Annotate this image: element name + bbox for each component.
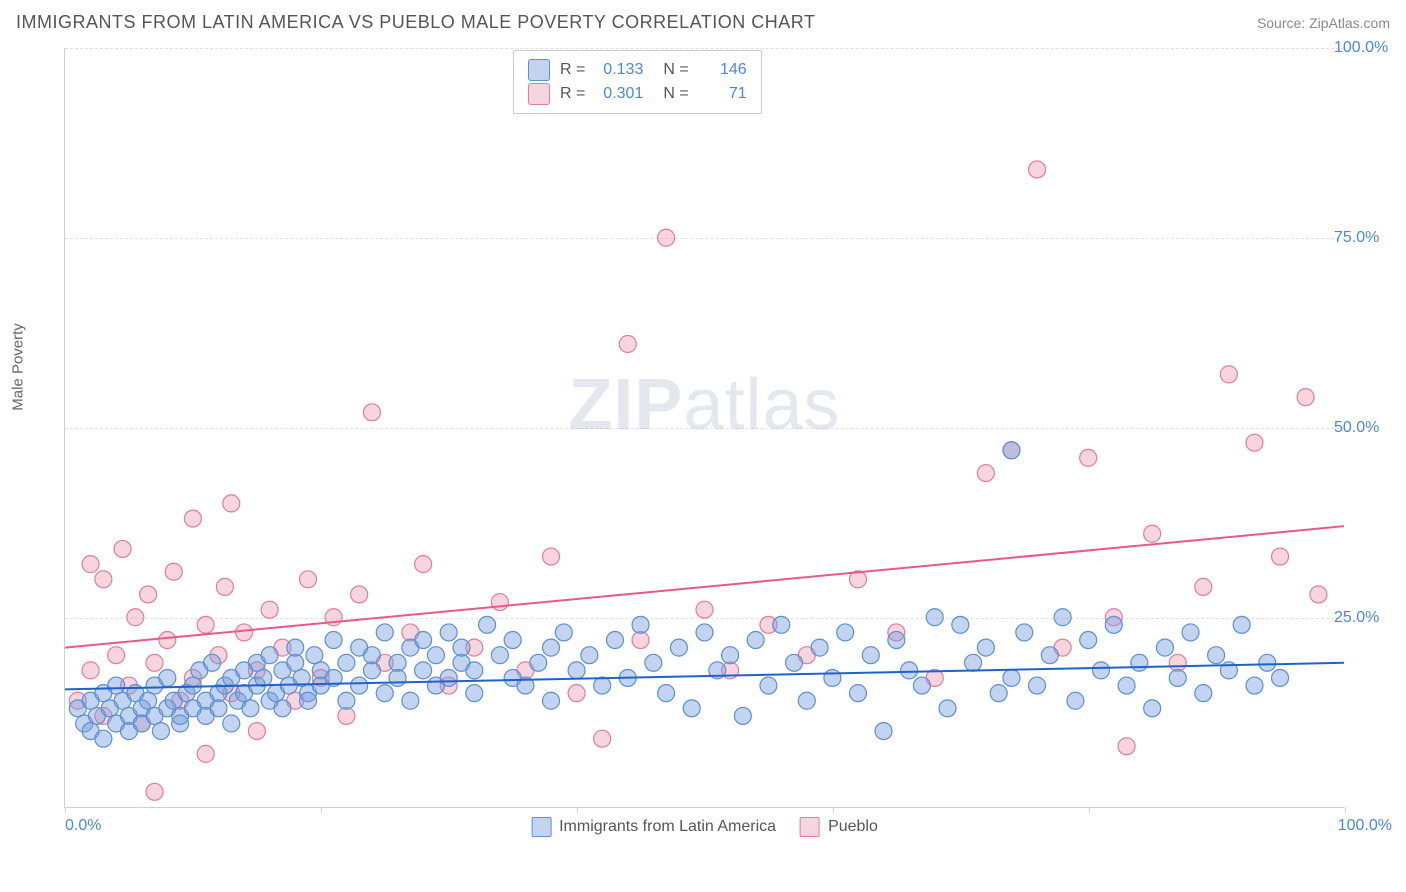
series-legend: Immigrants from Latin America Pueblo bbox=[531, 817, 878, 837]
legend-r-value-b: 0.301 bbox=[595, 85, 643, 103]
series-legend-item-a: Immigrants from Latin America bbox=[531, 817, 776, 837]
trendlines-layer bbox=[65, 48, 1344, 807]
series-swatch-a bbox=[531, 817, 551, 837]
legend-n-label: N = bbox=[663, 85, 688, 103]
x-tick-mark bbox=[833, 807, 834, 813]
legend-r-value-a: 0.133 bbox=[595, 61, 643, 79]
trendline-b bbox=[65, 526, 1344, 647]
x-tick-mark bbox=[65, 807, 66, 813]
legend-n-value-b: 71 bbox=[699, 85, 747, 103]
legend-swatch-b bbox=[528, 83, 550, 105]
x-tick-label-min: 0.0% bbox=[65, 817, 101, 835]
x-tick-mark bbox=[1345, 807, 1346, 813]
source-label: Source: bbox=[1257, 15, 1305, 31]
series-legend-item-b: Pueblo bbox=[800, 817, 878, 837]
chart-container: Male Poverty ZIPatlas 25.0%50.0%75.0%100… bbox=[48, 48, 1388, 844]
legend-n-value-a: 146 bbox=[699, 61, 747, 79]
y-axis-title: Male Poverty bbox=[10, 323, 27, 411]
series-swatch-b bbox=[800, 817, 820, 837]
legend-row-series-a: R = 0.133 N = 146 bbox=[528, 59, 747, 81]
source-value: ZipAtlas.com bbox=[1309, 15, 1390, 31]
legend-r-label: R = bbox=[560, 61, 585, 79]
x-tick-mark bbox=[1089, 807, 1090, 813]
legend-r-label: R = bbox=[560, 85, 585, 103]
correlation-legend: R = 0.133 N = 146 R = 0.301 N = 71 bbox=[513, 50, 762, 114]
legend-row-series-b: R = 0.301 N = 71 bbox=[528, 83, 747, 105]
source-attribution: Source: ZipAtlas.com bbox=[1257, 15, 1390, 31]
series-label-b: Pueblo bbox=[828, 818, 878, 836]
trendline-a bbox=[65, 663, 1344, 690]
chart-title: IMMIGRANTS FROM LATIN AMERICA VS PUEBLO … bbox=[16, 12, 815, 33]
x-tick-label-max: 100.0% bbox=[1338, 817, 1392, 835]
x-tick-mark bbox=[321, 807, 322, 813]
x-tick-mark bbox=[577, 807, 578, 813]
legend-n-label: N = bbox=[663, 61, 688, 79]
series-label-a: Immigrants from Latin America bbox=[559, 818, 776, 836]
legend-swatch-a bbox=[528, 59, 550, 81]
plot-area: ZIPatlas 25.0%50.0%75.0%100.0% 0.0% 100.… bbox=[64, 48, 1344, 808]
